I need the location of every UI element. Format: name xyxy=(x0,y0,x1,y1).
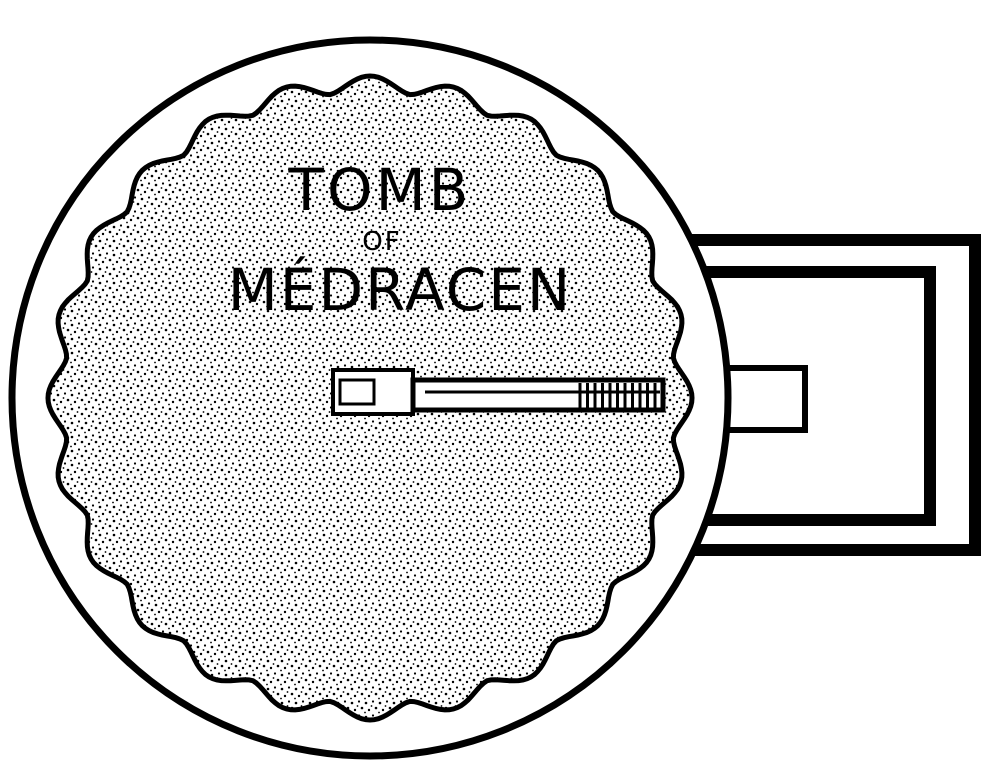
title-line-3: MÉDRACEN xyxy=(228,255,573,324)
annex-structure xyxy=(649,234,981,556)
burial-chamber xyxy=(338,378,376,406)
inner-passage xyxy=(331,368,666,416)
passage-corridor xyxy=(410,377,666,413)
corridor-steps xyxy=(578,383,657,408)
title-line-1: TOMB xyxy=(288,156,472,224)
title-line-2: OF xyxy=(362,227,401,257)
